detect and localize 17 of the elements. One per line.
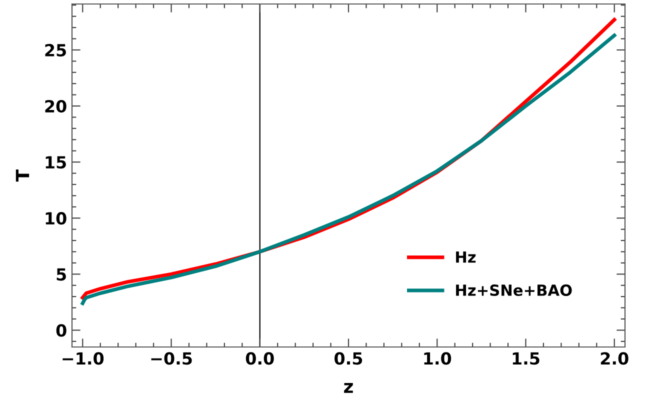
y-tick-label: 5 (56, 268, 66, 281)
x-tick-label: 0.0 (246, 352, 274, 365)
y-tick-label: 15 (46, 156, 66, 169)
x-tick-label: −1.0 (62, 352, 104, 365)
x-tick-label: 0.5 (334, 352, 362, 365)
y-tick-label: 10 (46, 212, 66, 225)
legend-label: Hz (456, 252, 476, 263)
x-axis-title: z (344, 382, 353, 393)
x-tick-label: 1.5 (512, 352, 540, 365)
legend-label: Hz+SNe+BAO (456, 284, 572, 296)
x-tick-label: −0.5 (151, 352, 192, 365)
y-tick-label: 20 (45, 100, 66, 113)
y-tick-label: 0 (56, 324, 66, 337)
y-axis-title: T (16, 169, 30, 182)
x-tick-label: 1.0 (424, 352, 452, 365)
x-tick-label: 2.0 (600, 352, 628, 365)
y-tick-label: 25 (45, 44, 66, 57)
